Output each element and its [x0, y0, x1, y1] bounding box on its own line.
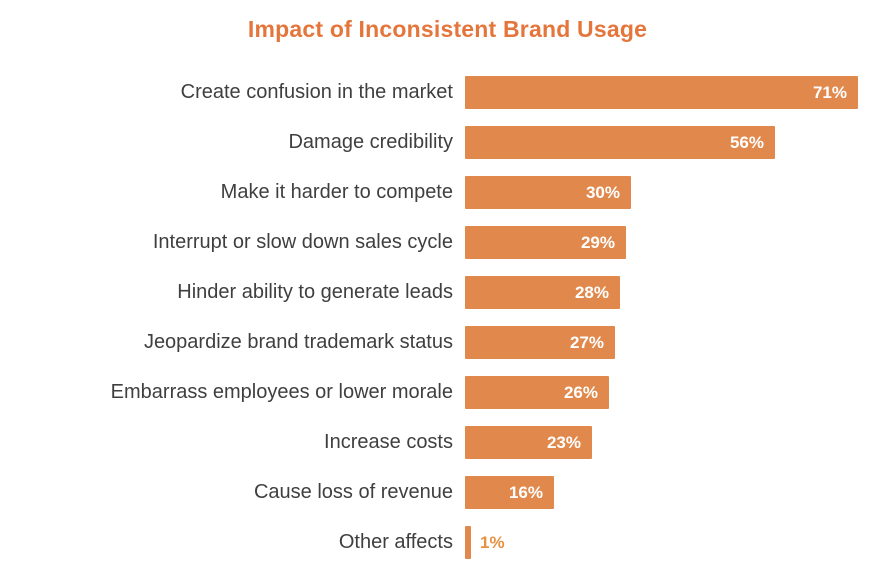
bar: 16% — [465, 476, 554, 509]
bar-track: 56% — [465, 126, 895, 159]
bar: 28% — [465, 276, 620, 309]
chart-row: Jeopardize brand trademark status 27% — [0, 326, 895, 359]
bar-track: 16% — [465, 476, 895, 509]
bar-track: 29% — [465, 226, 895, 259]
value-label: 16% — [508, 483, 543, 502]
value-label: 56% — [729, 133, 764, 152]
category-label: Damage credibility — [288, 131, 453, 153]
category-label: Other affects — [338, 531, 453, 553]
chart-row: Interrupt or slow down sales cycle 29% — [0, 226, 895, 259]
bar — [465, 526, 471, 559]
category-label: Make it harder to compete — [220, 181, 453, 203]
bar: 26% — [465, 376, 609, 409]
chart-row: Other affects 1% — [0, 526, 895, 559]
chart-row: Create confusion in the market 71% — [0, 76, 895, 109]
chart-row: Make it harder to compete 30% — [0, 176, 895, 209]
category-label: Create confusion in the market — [180, 81, 453, 103]
bar: 30% — [465, 176, 631, 209]
bar: 29% — [465, 226, 626, 259]
category-label: Hinder ability to generate leads — [177, 281, 453, 303]
bar: 27% — [465, 326, 615, 359]
bar-track: 23% — [465, 426, 895, 459]
bar-with-outside-label: 1% — [465, 526, 895, 559]
bar-track: 27% — [465, 326, 895, 359]
value-label: 23% — [546, 433, 581, 452]
bar: 23% — [465, 426, 592, 459]
bar-track: 71% — [465, 76, 895, 109]
chart-row: Embarrass employees or lower morale 26% — [0, 376, 895, 409]
chart-rows: Create confusion in the market 71% Damage … — [0, 76, 895, 559]
category-label: Jeopardize brand trademark status — [143, 331, 453, 353]
bar-track: 28% — [465, 276, 895, 309]
chart-row: Cause loss of revenue 16% — [0, 476, 895, 509]
category-label: Interrupt or slow down sales cycle — [152, 231, 453, 253]
category-label: Increase costs — [324, 431, 453, 453]
value-label: 27% — [569, 333, 604, 352]
chart-row: Damage credibility 56% — [0, 126, 895, 159]
value-label: 30% — [585, 183, 620, 202]
chart-row: Hinder ability to generate leads 28% — [0, 276, 895, 309]
value-label: 1% — [480, 533, 505, 552]
bar-track: 30% — [465, 176, 895, 209]
value-label: 28% — [574, 283, 609, 302]
chart-row: Increase costs 23% — [0, 426, 895, 459]
bar: 56% — [465, 126, 775, 159]
chart-title: Impact of Inconsistent Brand Usage — [247, 16, 648, 42]
bar-track: 26% — [465, 376, 895, 409]
value-label: 26% — [563, 383, 598, 402]
bar: 71% — [465, 76, 858, 109]
category-label: Embarrass employees or lower morale — [110, 381, 453, 403]
value-label: 71% — [812, 83, 847, 102]
category-label: Cause loss of revenue — [253, 481, 453, 503]
value-label: 29% — [580, 233, 615, 252]
bar-track: 1% — [465, 526, 895, 559]
